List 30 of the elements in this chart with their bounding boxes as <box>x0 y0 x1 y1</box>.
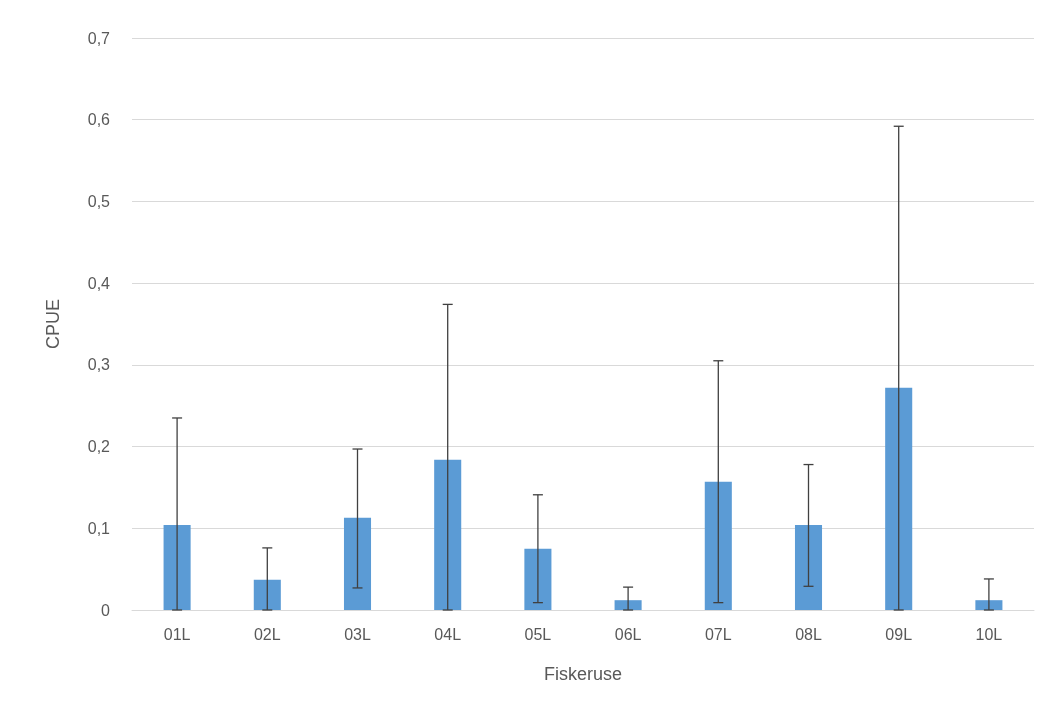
x-tick-label: 07L <box>704 625 732 643</box>
x-tick-label: 08L <box>795 625 822 643</box>
bar <box>434 459 462 610</box>
x-tick-label: 03L <box>344 625 371 643</box>
x-tick-label: 09L <box>885 625 913 643</box>
y-tick-label: 0,1 <box>87 519 111 537</box>
bar <box>163 525 191 610</box>
bar <box>794 525 823 610</box>
y-tick-label: 0,6 <box>87 111 111 129</box>
y-tick-label: 0,2 <box>87 438 111 456</box>
bar <box>614 600 642 610</box>
x-tick-label: 06L <box>614 625 642 643</box>
bar <box>524 548 552 610</box>
x-tick-label: 10L <box>975 625 1003 643</box>
y-tick-label: 0,7 <box>87 29 111 47</box>
bar <box>885 387 913 610</box>
bar <box>343 517 372 610</box>
x-tick-label: 04L <box>434 625 462 643</box>
x-tick-label: 02L <box>253 625 281 643</box>
bar <box>975 600 1003 610</box>
bar <box>704 481 732 610</box>
x-tick-label: 05L <box>524 625 552 643</box>
y-tick-label: 0,3 <box>87 356 111 374</box>
y-axis-title: CPUE <box>43 298 63 350</box>
y-tick-label: 0 <box>101 601 111 619</box>
x-axis-title: Fiskeruse <box>543 664 623 684</box>
bar <box>253 579 281 610</box>
y-tick-label: 0,5 <box>87 192 111 210</box>
y-tick-label: 0,4 <box>87 274 111 292</box>
x-tick-label: 01L <box>163 625 191 643</box>
